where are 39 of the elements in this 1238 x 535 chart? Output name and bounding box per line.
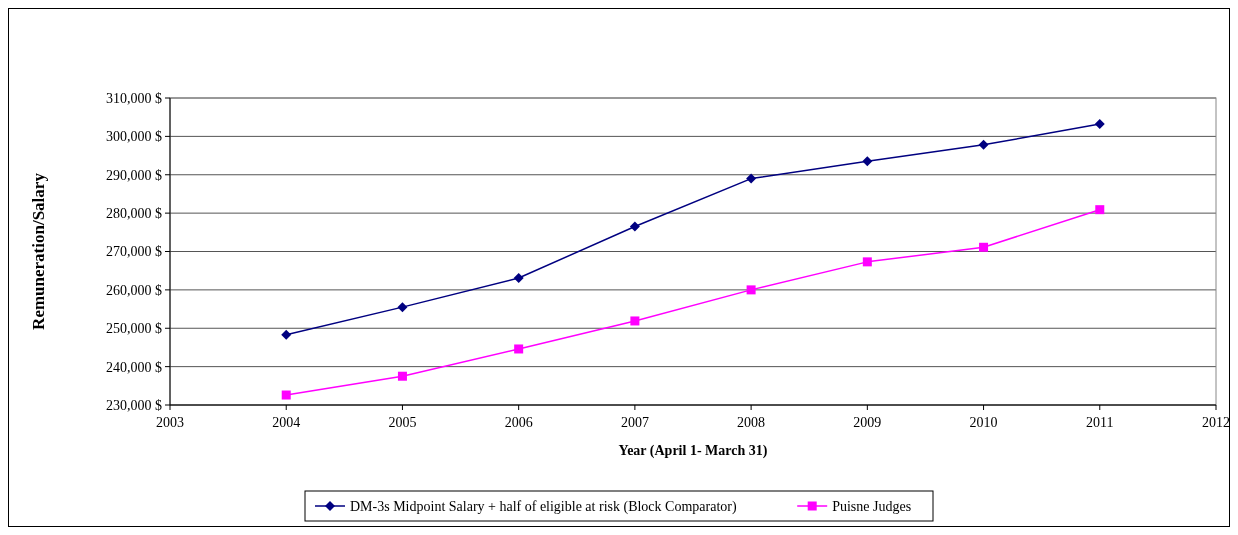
x-tick-label: 2005 bbox=[388, 415, 417, 430]
point bbox=[513, 272, 524, 283]
x-tick-label: 2004 bbox=[272, 415, 301, 430]
x-tick-label: 2008 bbox=[737, 415, 766, 430]
legend-label: Puisne Judges bbox=[832, 498, 912, 514]
y-tick-label: 250,000 $ bbox=[106, 321, 162, 337]
y-axis-title: Remuneration/Salary bbox=[29, 172, 48, 330]
point bbox=[397, 302, 408, 313]
y-tick-label: 230,000 $ bbox=[106, 397, 162, 413]
y-tick-label: 260,000 $ bbox=[106, 282, 162, 298]
point bbox=[514, 344, 524, 354]
point bbox=[1094, 119, 1105, 130]
y-tick-label: 290,000 $ bbox=[106, 167, 162, 183]
x-tick-label: 2011 bbox=[1086, 415, 1114, 430]
y-tick-label: 270,000 $ bbox=[106, 244, 162, 260]
legend-label: DM-3s Midpoint Salary + half of eligible at risk (Block Comparator) bbox=[350, 498, 737, 515]
x-tick-label: 2010 bbox=[969, 415, 998, 430]
point bbox=[397, 371, 407, 381]
point bbox=[281, 329, 292, 340]
x-tick-label: 2003 bbox=[156, 415, 184, 430]
point bbox=[630, 316, 640, 326]
x-tick-label: 2012 bbox=[1202, 415, 1230, 430]
x-tick-label: 2006 bbox=[504, 415, 533, 430]
point bbox=[1095, 205, 1105, 215]
y-tick-label: 280,000 $ bbox=[106, 206, 162, 222]
point bbox=[746, 173, 757, 184]
point bbox=[746, 285, 756, 295]
point bbox=[978, 139, 989, 150]
x-tick-label: 2007 bbox=[620, 415, 649, 430]
point bbox=[862, 257, 872, 267]
point bbox=[862, 156, 873, 167]
y-tick-label: 300,000 $ bbox=[106, 129, 162, 145]
y-tick-label: 310,000 $ bbox=[106, 90, 162, 106]
point bbox=[979, 242, 989, 252]
point bbox=[281, 390, 291, 400]
y-tick-label: 240,000 $ bbox=[106, 359, 162, 375]
point bbox=[629, 221, 640, 232]
x-tick-label: 2009 bbox=[853, 415, 882, 430]
x-axis-title: Year (April 1- March 31) bbox=[618, 443, 768, 459]
